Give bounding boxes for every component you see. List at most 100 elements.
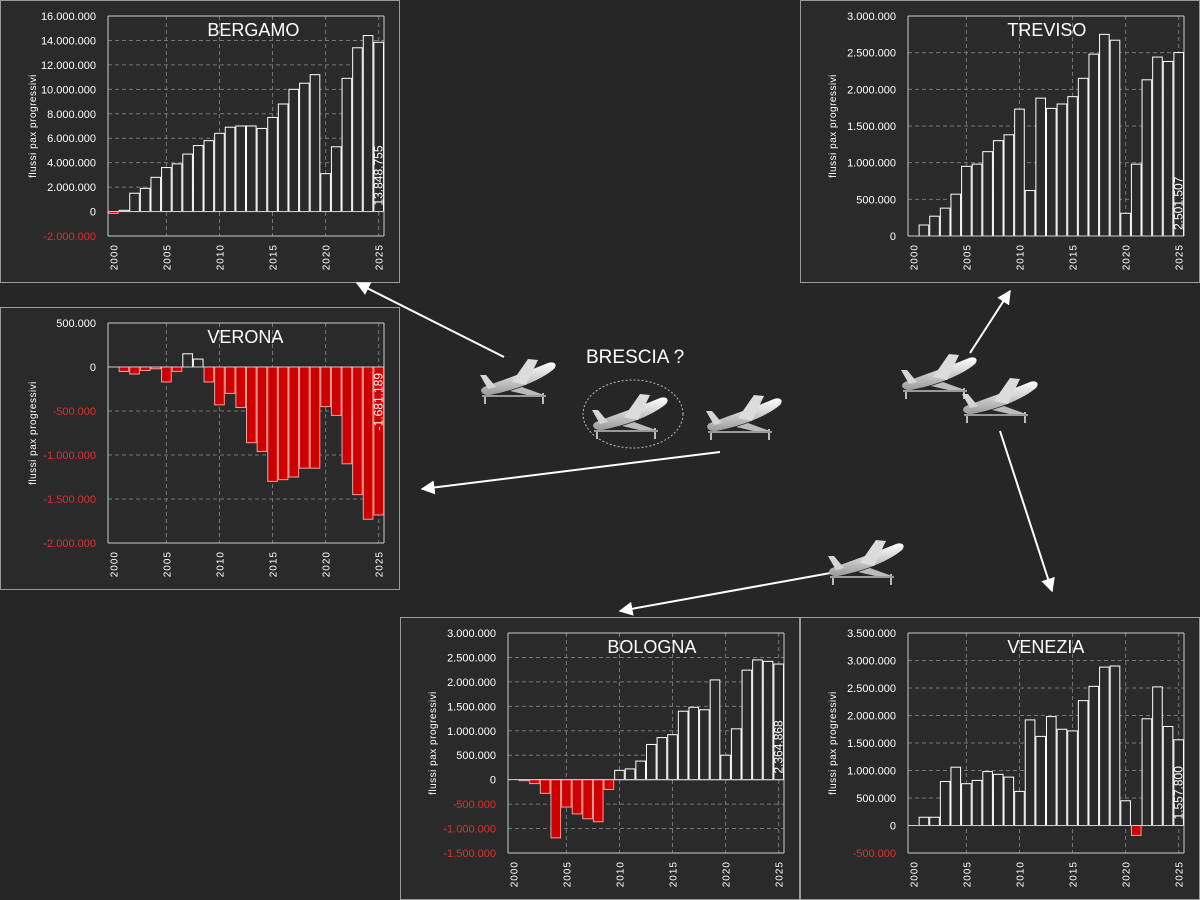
x-tick-label: 2020	[322, 244, 333, 270]
bar	[129, 366, 140, 375]
bar	[1152, 686, 1163, 827]
airplane-icon	[706, 395, 782, 440]
y-tick-label: 4.000.000	[47, 158, 96, 170]
bar	[961, 783, 972, 826]
bar	[1088, 685, 1100, 826]
chart-title: BOLOGNA	[607, 637, 696, 657]
airplane-icon	[901, 354, 977, 399]
bar	[203, 140, 215, 213]
bar	[1099, 666, 1110, 826]
bar	[1109, 39, 1121, 237]
x-tick-label: 2015	[1069, 244, 1080, 270]
bar	[529, 779, 540, 785]
last-value-label: 1.557.800	[1172, 766, 1186, 820]
bar	[939, 781, 951, 826]
bar	[961, 165, 972, 237]
bar	[1088, 53, 1100, 237]
y-tick-label: 2.000.000	[847, 84, 896, 96]
bar	[1067, 730, 1078, 826]
bar	[182, 153, 193, 213]
arrow-to-verona	[420, 451, 721, 495]
y-axis-label: flussi pax progressivi	[28, 74, 39, 178]
bar	[1130, 825, 1142, 836]
bar	[330, 366, 342, 416]
x-tick-label: 2015	[269, 551, 280, 577]
y-tick-label: 6.000.000	[47, 133, 96, 145]
bar	[688, 706, 700, 781]
last-value-label: 2.501.507	[1172, 176, 1186, 230]
bar	[561, 779, 572, 808]
bar	[1067, 96, 1078, 237]
x-tick-label: 2025	[1175, 861, 1186, 887]
y-axis-label: flussi pax progressivi	[828, 691, 839, 795]
bar	[939, 207, 951, 237]
bar	[267, 366, 278, 482]
bar	[171, 366, 183, 372]
airplane-icon	[828, 540, 904, 585]
bar	[624, 768, 636, 781]
last-value-label: -1.681.189	[372, 373, 386, 431]
bar	[139, 366, 151, 372]
bar	[1046, 107, 1057, 237]
x-tick-label: 2025	[775, 861, 786, 887]
bar	[950, 193, 962, 237]
y-tick-label: 2.500.000	[847, 48, 896, 60]
y-tick-label: 1.000.000	[847, 158, 896, 170]
bar	[1120, 212, 1131, 237]
bar	[1046, 716, 1057, 826]
bar	[341, 77, 353, 213]
bar	[1035, 735, 1046, 826]
bar	[730, 728, 742, 781]
y-axis-label: flussi pax progressivi	[828, 74, 839, 178]
x-tick-label: 2005	[162, 244, 173, 270]
bar	[971, 779, 983, 826]
x-tick-label: 2020	[1122, 244, 1133, 270]
bar	[299, 82, 310, 213]
chart-verona: -2.000.000 -1.500.000 -1.000.000 -500.000 0 5…	[0, 307, 400, 590]
bar	[550, 779, 562, 839]
bar	[161, 167, 172, 213]
arrow-to-venezia	[999, 430, 1055, 593]
bar	[224, 126, 236, 213]
bar	[571, 779, 583, 815]
bar	[929, 215, 940, 237]
bar	[699, 709, 710, 781]
x-tick-label: 2005	[562, 861, 573, 887]
bar	[256, 127, 268, 213]
bar	[635, 760, 646, 781]
bar	[582, 779, 593, 820]
y-tick-label: -1.000.000	[443, 824, 496, 836]
bar	[288, 88, 300, 213]
bar	[277, 103, 289, 213]
bar	[1024, 719, 1036, 826]
y-tick-label: 500.000	[456, 750, 496, 762]
chart-title: TREVISO	[1007, 20, 1086, 40]
brescia-circle	[582, 379, 684, 449]
y-tick-label: 500.000	[56, 318, 96, 330]
y-tick-label: 1.500.000	[847, 738, 896, 750]
chart-treviso: 0 500.000 1.000.000 1.500.000 2.000.000 2.500…	[800, 0, 1200, 283]
y-tick-label: -1.500.000	[443, 848, 496, 860]
bar	[614, 769, 625, 781]
y-tick-label: 1.000.000	[847, 766, 896, 778]
arrow-to-bologna	[618, 571, 837, 616]
y-tick-label: 1.500.000	[447, 701, 496, 713]
x-tick-label: 2010	[215, 551, 226, 577]
bar	[341, 366, 353, 465]
bar	[709, 679, 721, 781]
bar	[235, 125, 246, 213]
bar	[214, 366, 225, 406]
bar	[224, 366, 236, 394]
bar	[352, 366, 363, 496]
y-tick-label: 14.000.000	[41, 35, 96, 47]
y-tick-label: 1.000.000	[447, 726, 496, 738]
bar	[752, 659, 763, 781]
bar	[1141, 718, 1153, 826]
y-tick-label: 2.000.000	[47, 182, 96, 194]
y-tick-label: 16.000.000	[41, 11, 96, 23]
bar	[352, 47, 363, 213]
bar	[299, 366, 310, 469]
bar	[139, 187, 151, 213]
bar	[161, 366, 172, 383]
bar	[150, 176, 162, 213]
